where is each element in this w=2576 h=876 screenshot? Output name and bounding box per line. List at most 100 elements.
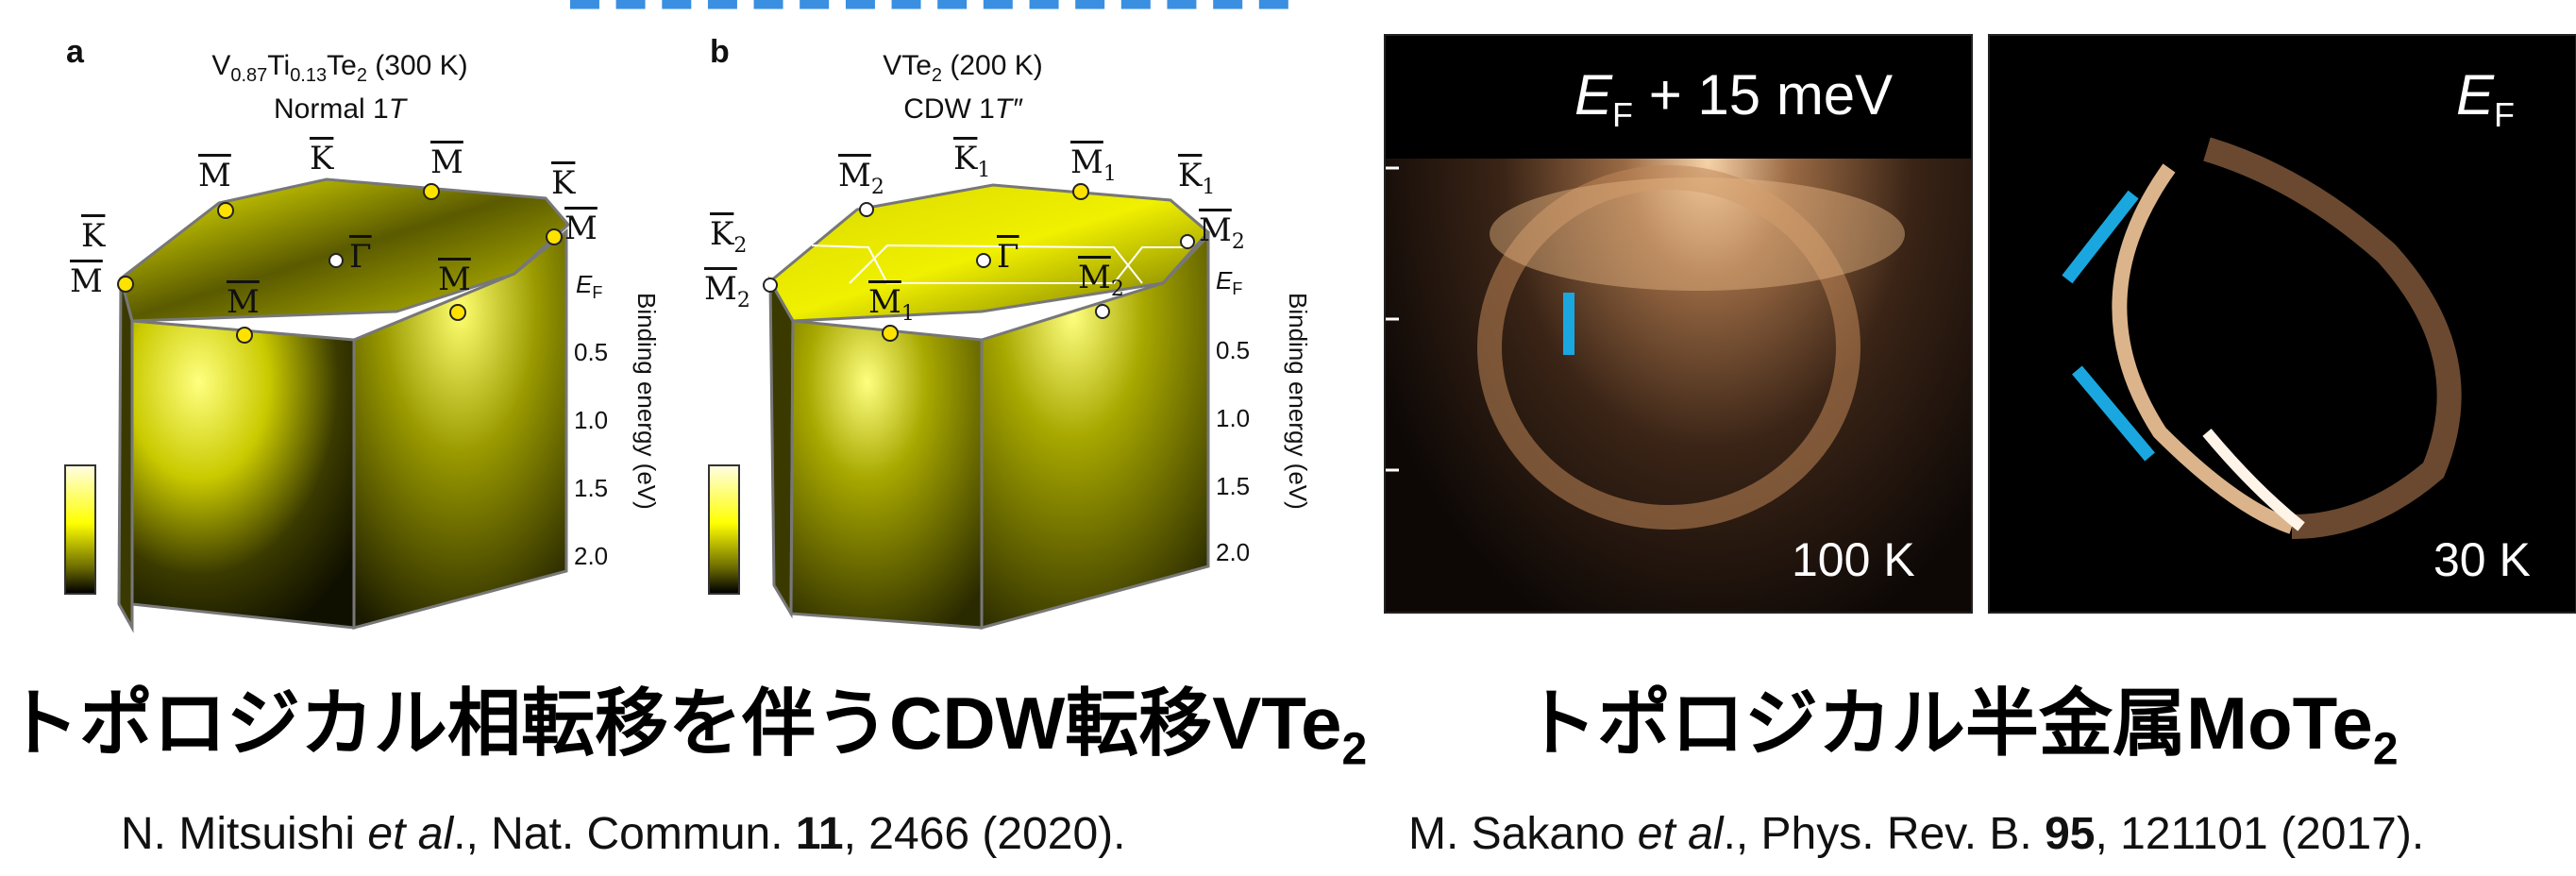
figure-panel-b: b VTe2 (200 K) CDW 1T″ M2 K1 M1 K1 M2 K2… xyxy=(699,0,1359,642)
label-sub: 2 xyxy=(870,175,884,199)
ef-e: E xyxy=(1216,266,1233,295)
ref-authors: M. Sakano xyxy=(1408,809,1638,859)
caption-mote2-sub: 2 xyxy=(2372,724,2399,775)
label-m: M xyxy=(198,157,231,194)
panel-b-tick-20: 2.0 xyxy=(1216,538,1251,566)
panel-a-label-k3: K xyxy=(81,217,105,255)
banner-text: ■■■■■■■■■■■■■■■■ xyxy=(566,0,1302,15)
subtitle-text: CDW 1 xyxy=(903,93,995,125)
panel-a-left-face xyxy=(117,278,134,633)
reference-mitsuishi: N. Mitsuishi et al., Nat. Commun. 11, 24… xyxy=(121,808,1126,860)
panel-a-dot-m2 xyxy=(423,183,440,200)
ref-volume: 95 xyxy=(2045,809,2096,859)
panel-b-label-m1a: M1 xyxy=(1070,143,1117,186)
panel-a-colorbar xyxy=(64,464,96,595)
label-gamma: Γ xyxy=(997,238,1019,276)
mote-30k-energy-label: EF xyxy=(2456,62,2515,135)
energy-sub: F xyxy=(2494,95,2516,134)
formula-temp: (300 K) xyxy=(366,50,468,81)
label-k: K xyxy=(1178,157,1203,194)
panel-b-label-m2c: M2 xyxy=(704,270,750,312)
label-m: M xyxy=(1078,259,1111,296)
ref-etal: et al xyxy=(367,809,454,859)
panel-a-ef-label: EF xyxy=(576,270,602,303)
panel-b-axis-title: Binding energy (eV) xyxy=(1284,293,1312,510)
panel-a-tick-20: 2.0 xyxy=(574,542,609,570)
panel-b-label-m1b: M1 xyxy=(868,283,915,326)
panel-a-letter: a xyxy=(66,34,84,70)
ref-pages: , 121101 (2017). xyxy=(2095,809,2425,859)
panel-b-label-k2: K2 xyxy=(710,215,747,258)
panel-a-title: V0.87Ti0.13Te2 (300 K) Normal 1T xyxy=(151,49,529,126)
panel-b-label-m2a: M2 xyxy=(838,157,884,199)
panel-b-tick-10: 1.0 xyxy=(1216,404,1251,432)
caption-vte2-text: トポロジカル相転移を伴うCDW転移VTe xyxy=(6,682,1342,765)
label-k: K xyxy=(710,215,734,253)
panel-b-subtitle: CDW 1T″ xyxy=(821,93,1104,126)
panel-b-dot-m1a xyxy=(1072,183,1089,200)
caption-vte2-sub: 2 xyxy=(1341,724,1368,775)
panel-a-label-k2: K xyxy=(551,164,575,202)
label-m: M xyxy=(564,210,598,247)
formula-ti-sub: 0.13 xyxy=(290,65,328,86)
ref-journal: ., Nat. Commun. xyxy=(453,809,796,859)
label-m: M xyxy=(1070,143,1103,181)
label-sub: 2 xyxy=(1110,277,1124,301)
panel-b-title: VTe2 (200 K) CDW 1T″ xyxy=(821,49,1104,126)
ref-volume: 11 xyxy=(795,809,844,859)
caption-mote2-text: トポロジカル半金属MoTe xyxy=(1524,682,2373,765)
formula-te: Te xyxy=(327,50,357,81)
ref-pages: , 2466 (2020). xyxy=(843,809,1126,859)
label-m: M xyxy=(430,143,463,181)
label-sub: 1 xyxy=(1103,161,1117,186)
label-sub: 1 xyxy=(977,158,991,182)
panel-b-tick-15: 1.5 xyxy=(1216,472,1251,500)
mote-panel-100k: EF + 15 meV 100 K xyxy=(1384,34,1973,614)
subtitle-italic: T″ xyxy=(994,93,1022,125)
panel-b-label-gamma: Γ xyxy=(997,238,1019,276)
energy-sub: F xyxy=(1612,95,1634,134)
label-m: M xyxy=(227,283,260,321)
panel-b-right-face xyxy=(980,232,1210,630)
panel-b-3d-block xyxy=(768,183,1211,630)
panel-b-letter: b xyxy=(710,34,730,70)
formula-vte: VTe xyxy=(883,50,932,81)
ef-e: E xyxy=(576,270,593,298)
panel-a-tick-10: 1.0 xyxy=(574,406,609,434)
mote-100k-energy-label: EF + 15 meV xyxy=(1574,62,1893,135)
top-banner: ■■■■■■■■■■■■■■■■ xyxy=(566,0,2077,15)
panel-a-label-m4: M xyxy=(70,262,103,300)
panel-b-colorbar xyxy=(708,464,740,595)
label-k: K xyxy=(953,140,978,177)
label-m: M xyxy=(438,261,471,298)
figure-panel-a: a V0.87Ti0.13Te2 (300 K) Normal 1T M xyxy=(0,0,680,642)
panel-a-dot-m6 xyxy=(449,304,466,321)
panel-a-dot-m3 xyxy=(546,228,563,245)
formula-te-sub: 2 xyxy=(356,65,367,86)
panel-b-dot-m2b xyxy=(1180,234,1195,249)
panel-b-front-face xyxy=(789,319,984,630)
caption-mote2: トポロジカル半金属MoTe2 xyxy=(1524,665,2399,776)
panel-a-front-face xyxy=(130,319,356,630)
panel-a-axis-title: Binding energy (eV) xyxy=(632,293,661,510)
ef-sub: F xyxy=(1232,279,1243,299)
panel-b-tick-05: 0.5 xyxy=(1216,336,1251,364)
panel-a-dot-m5 xyxy=(236,327,253,344)
caption-vte2: トポロジカル相転移を伴うCDW転移VTe2 xyxy=(6,665,1367,776)
ref-journal: ., Phys. Rev. B. xyxy=(1723,809,2046,859)
label-sub: 2 xyxy=(736,288,750,312)
label-m: M xyxy=(1199,211,1232,249)
panel-b-label-k1a: K1 xyxy=(953,140,990,182)
panel-b-dot-gamma xyxy=(976,253,991,268)
panel-b-left-face xyxy=(768,276,795,619)
panel-b-ef-label: EF xyxy=(1216,266,1242,299)
formula-temp: (200 K) xyxy=(942,50,1043,81)
panel-a-label-m1: M xyxy=(198,157,231,194)
label-sub: 1 xyxy=(901,301,915,326)
subtitle-text: Normal 1 xyxy=(273,93,389,125)
mote-100k-temp: 100 K xyxy=(1792,533,1915,586)
panel-b-dot-m2c xyxy=(763,278,778,293)
panel-a-dot-m1 xyxy=(217,202,234,219)
panel-a-label-m2: M xyxy=(430,143,463,181)
panel-a-label-k1: K xyxy=(310,140,333,177)
